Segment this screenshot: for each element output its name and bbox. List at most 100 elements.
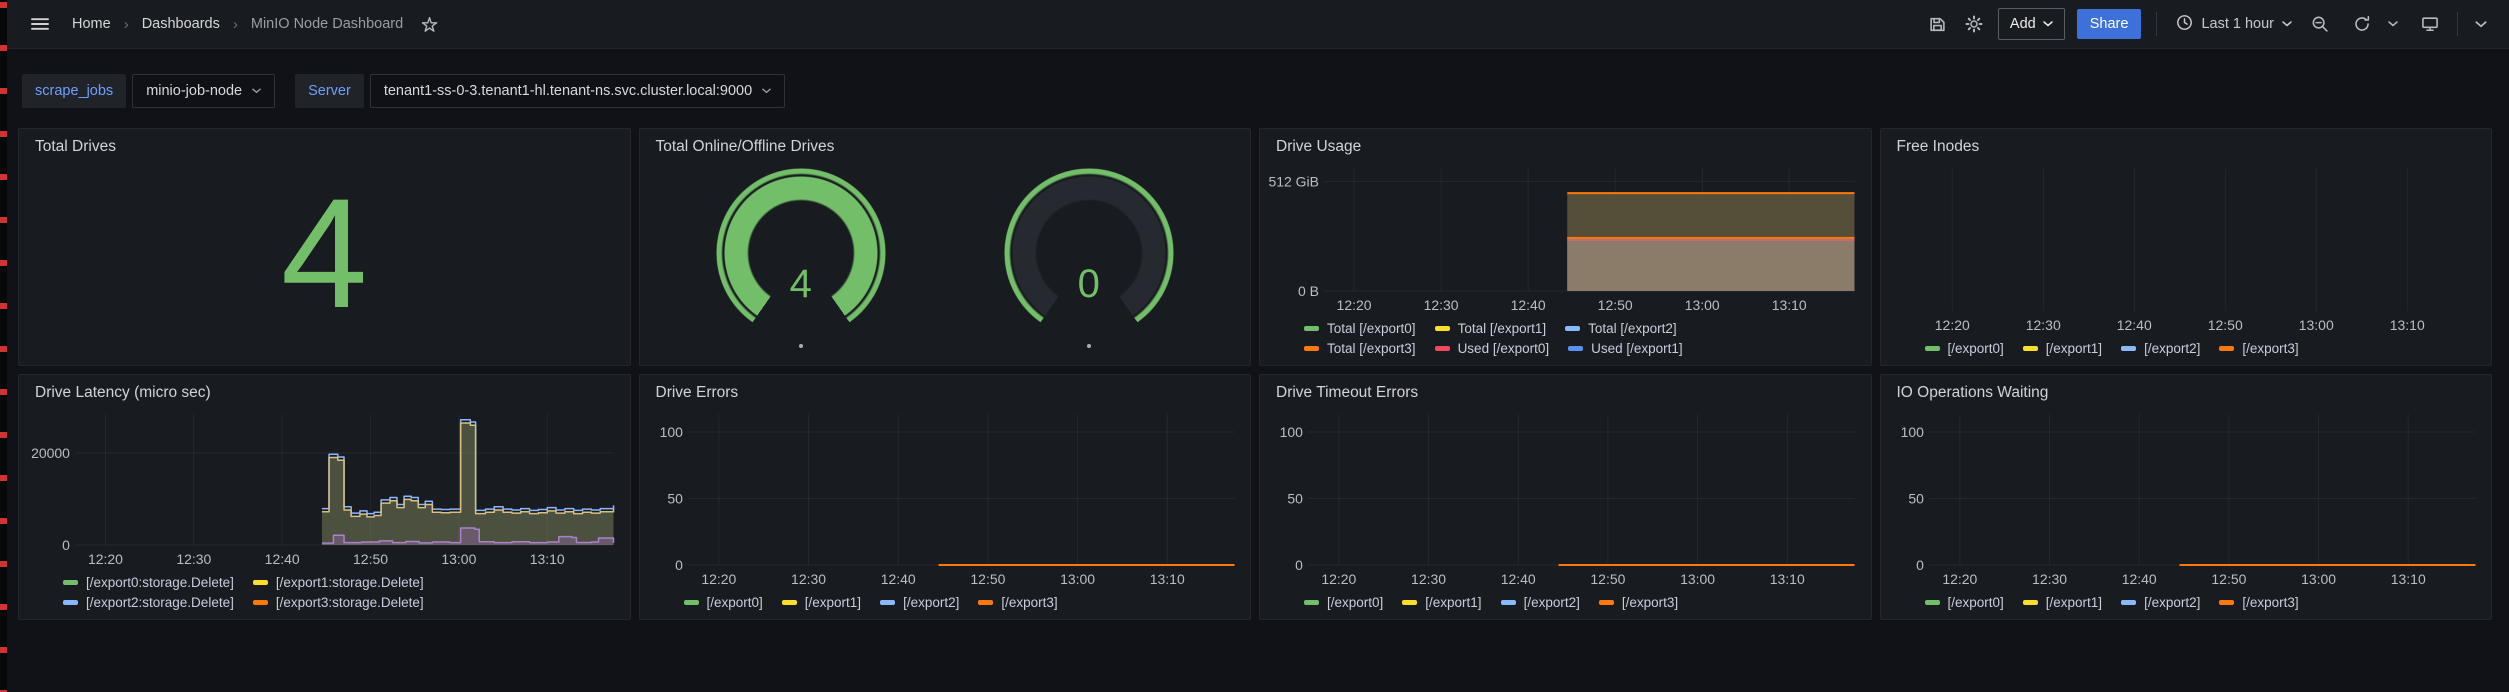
- legend-item[interactable]: [/export0]: [1924, 341, 2004, 356]
- legend-item[interactable]: Total [/export1]: [1434, 321, 1546, 336]
- zoom-out-time-button[interactable]: [2304, 8, 2336, 40]
- breadcrumb-dashboards[interactable]: Dashboards: [141, 16, 220, 32]
- legend-item[interactable]: [/export1]: [781, 595, 861, 610]
- legend-swatch: [252, 580, 268, 585]
- stat-value: 4: [280, 166, 368, 341]
- panel-title-drive-latency[interactable]: Drive Latency (micro sec): [35, 384, 211, 401]
- legend-label: [/export3]: [1621, 595, 1679, 610]
- panel-title-drive-errors[interactable]: Drive Errors: [655, 384, 739, 401]
- legend-item[interactable]: [/export0]: [1304, 595, 1383, 610]
- breadcrumb-separator: ›: [123, 15, 129, 33]
- chevron-down-icon: [762, 88, 771, 94]
- legend-item[interactable]: [/export3]: [978, 595, 1058, 610]
- chart-plot-drive-errors[interactable]: 100 50 0 12:20 12:30 12:40 12:50 13:00 13:10: [644, 410, 1247, 588]
- refresh-button[interactable]: [2346, 8, 2378, 40]
- legend-item[interactable]: Total [/export0]: [1304, 321, 1416, 336]
- variable-label-scrape-jobs[interactable]: scrape_jobs: [22, 74, 127, 108]
- svg-text:12:20: 12:20: [1934, 317, 1969, 333]
- chart-plot-drive-usage[interactable]: 512 GiB 0 B 12:20 12:30 12:40 12:50 13:00 13:10: [1264, 164, 1867, 314]
- chart-svg: 512 GiB 0 B 12:20 12:30 12:40 12:50 13:00 13:10: [1268, 168, 1855, 313]
- save-dashboard-button[interactable]: [1922, 8, 1954, 40]
- legend-item[interactable]: Total [/export2]: [1565, 321, 1677, 336]
- legend-item[interactable]: [/export1:storage.Delete]: [252, 575, 424, 590]
- collapse-navbar-button[interactable]: [2469, 8, 2493, 40]
- svg-text:100: 100: [659, 424, 683, 440]
- legend-row: [/export0] [/export1] [/export2] [/export3]: [1924, 341, 2480, 356]
- legend-label: Used [/export1]: [1591, 341, 1683, 356]
- variable-scrape-jobs: scrape_jobs minio-job-node: [22, 74, 276, 108]
- variable-server: Server tenant1-ss-0-3.tenant1-hl.tenant-…: [295, 74, 786, 108]
- svg-text:12:40: 12:40: [1501, 571, 1536, 587]
- chart-plot-io-operations-waiting[interactable]: 100 50 0 12:20 12:30 12:40 12:50 13:00 13:10: [1885, 410, 2488, 588]
- time-range-label: Last 1 hour: [2201, 16, 2274, 32]
- legend-item[interactable]: [/export1]: [1402, 595, 1482, 610]
- panel-title-drive-usage[interactable]: Drive Usage: [1276, 138, 1362, 155]
- legend-swatch: [1304, 346, 1319, 351]
- legend-row: Total [/export3] Used [/export0] Used [/ex…: [1304, 341, 1859, 356]
- share-button[interactable]: Share: [2076, 9, 2142, 39]
- clock-icon: [2176, 14, 2193, 35]
- legend-item[interactable]: [/export2:storage.Delete]: [63, 595, 234, 610]
- legend-item[interactable]: [/export2]: [2121, 595, 2200, 610]
- legend-swatch: [880, 600, 896, 605]
- breadcrumb-separator: ›: [232, 15, 238, 33]
- legend-item[interactable]: [/export1]: [2022, 341, 2102, 356]
- legend-item[interactable]: [/export3]: [2219, 341, 2299, 356]
- legend-label: Total [/export3]: [1327, 341, 1416, 356]
- legend-label: [/export3]: [1001, 595, 1058, 610]
- legend-item[interactable]: [/export3]: [2219, 595, 2299, 610]
- legend-swatch: [63, 580, 78, 585]
- legend-item[interactable]: [/export0]: [683, 595, 763, 610]
- legend-label: [/export2:storage.Delete]: [86, 595, 234, 610]
- panel-online-offline-drives: Total Online/Offline Drives 4 0: [638, 128, 1251, 366]
- dashboard-panel-grid: Total Drives 4 Total Online/Offline Drives…: [18, 128, 2492, 620]
- chart-legend: Total [/export0] Total [/export1] Total [/…: [1264, 314, 1867, 365]
- gauge-needle-dot: [798, 344, 803, 348]
- legend-item[interactable]: [/export2]: [880, 595, 959, 610]
- legend-swatch: [2022, 600, 2038, 605]
- svg-text:0: 0: [675, 557, 683, 573]
- breadcrumb-home[interactable]: Home: [72, 16, 111, 32]
- dashboard-settings-button[interactable]: [1958, 8, 1990, 40]
- legend-item[interactable]: [/export1]: [2022, 595, 2102, 610]
- legend-item[interactable]: Total [/export3]: [1304, 341, 1416, 356]
- chart-legend: [/export0] [/export1] [/export2] [/export3]: [644, 588, 1247, 619]
- variable-value-scrape-jobs[interactable]: minio-job-node: [132, 74, 276, 108]
- legend-swatch: [1500, 600, 1516, 605]
- variable-value-server[interactable]: tenant1-ss-0-3.tenant1-hl.tenant-ns.svc.…: [369, 74, 786, 108]
- svg-text:12:20: 12:20: [1942, 571, 1977, 587]
- legend-swatch: [978, 600, 994, 605]
- legend-item[interactable]: Used [/export1]: [1568, 341, 1683, 356]
- panel-title-online-offline-drives[interactable]: Total Online/Offline Drives: [655, 138, 835, 155]
- gauge-needle-dot: [1086, 344, 1091, 348]
- add-button[interactable]: Add: [1997, 8, 2065, 40]
- favorite-star-button[interactable]: [413, 8, 445, 40]
- svg-text:12:50: 12:50: [2207, 317, 2242, 333]
- time-range-picker[interactable]: Last 1 hour: [2168, 8, 2300, 40]
- gear-icon: [1965, 15, 1983, 33]
- panel-title-free-inodes[interactable]: Free Inodes: [1896, 138, 1980, 155]
- legend-item[interactable]: [/export0]: [1924, 595, 2004, 610]
- monitor-icon: [2421, 15, 2439, 33]
- chart-plot-drive-latency[interactable]: 20000 0 12:20 12:30 12:40 12:50 13:00 13:10: [23, 410, 626, 568]
- chart-legend: [/export0] [/export1] [/export2] [/export3]: [1885, 334, 2488, 365]
- panel-free-inodes: Free Inodes 12:20 12:30 12:40 12:50 13:00 13:1…: [1879, 128, 2492, 366]
- refresh-interval-dropdown[interactable]: [2382, 8, 2404, 40]
- menu-toggle-button[interactable]: [24, 8, 56, 40]
- svg-text:50: 50: [1908, 490, 1924, 506]
- legend-item[interactable]: [/export2]: [1500, 595, 1580, 610]
- svg-text:13:00: 13:00: [2298, 317, 2333, 333]
- panel-title-total-drives[interactable]: Total Drives: [35, 138, 116, 155]
- variable-label-server[interactable]: Server: [295, 74, 364, 108]
- panel-title-drive-timeout-errors[interactable]: Drive Timeout Errors: [1276, 384, 1419, 401]
- legend-item[interactable]: [/export0:storage.Delete]: [63, 575, 234, 590]
- chart-plot-drive-timeout-errors[interactable]: 100 50 0 12:20 12:30 12:40 12:50 13:00 13:10: [1264, 410, 1867, 588]
- legend-item[interactable]: [/export2]: [2121, 341, 2200, 356]
- cycle-view-mode-button[interactable]: [2414, 8, 2446, 40]
- legend-item[interactable]: Used [/export0]: [1434, 341, 1549, 356]
- chart-plot-free-inodes[interactable]: 12:20 12:30 12:40 12:50 13:00 13:10: [1885, 164, 2488, 334]
- legend-label: Total [/export2]: [1588, 321, 1677, 336]
- panel-title-io-operations-waiting[interactable]: IO Operations Waiting: [1896, 384, 2049, 401]
- legend-item[interactable]: [/export3]: [1598, 595, 1679, 610]
- legend-item[interactable]: [/export3:storage.Delete]: [252, 595, 424, 610]
